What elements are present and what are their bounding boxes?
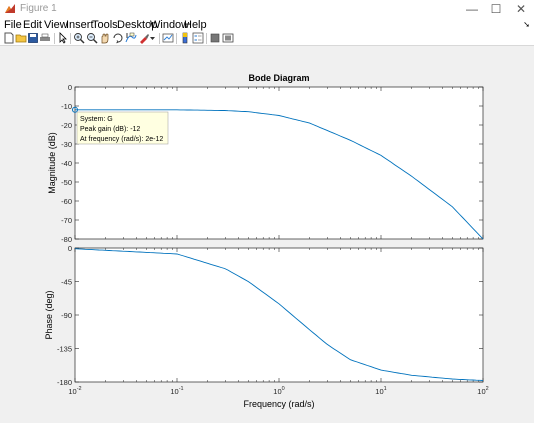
mag-ytick-label: -30: [61, 140, 72, 149]
brush-icon[interactable]: [138, 32, 150, 44]
window-title: Figure 1: [20, 3, 57, 14]
mag-ytick-label: -60: [61, 197, 72, 206]
phase-ticks: 0 -45 -90 -135 -180: [57, 244, 484, 387]
mag-ytick-label: -40: [61, 159, 72, 168]
xtick-label: 101: [375, 386, 386, 396]
toolbar-separator: [54, 33, 55, 44]
menu-window[interactable]: Window: [150, 19, 190, 31]
rotate-3d-icon[interactable]: [112, 32, 124, 44]
xtick-label: 102: [477, 386, 488, 396]
frequency-xlabel: Frequency (rad/s): [243, 399, 314, 409]
x-ticks: 10-2 10-1 100 101 102: [68, 386, 488, 396]
data-tip-box: [76, 111, 169, 145]
menu-edit[interactable]: Edit: [23, 19, 42, 31]
save-icon[interactable]: [27, 32, 39, 44]
mag-ytick-label: -80: [61, 235, 72, 244]
data-cursor-icon[interactable]: [125, 32, 137, 44]
data-tip-peak-gain: Peak gain (dB): -12: [80, 126, 140, 133]
maximize-button[interactable]: ☐: [490, 2, 502, 16]
matlab-figure-icon: [5, 4, 15, 13]
xtick-label: 100: [273, 386, 284, 396]
window-title-bar: Figure 1 — ☐ ✕: [0, 0, 534, 18]
figure-toolbar: [0, 32, 534, 46]
chart-title: Bode Diagram: [248, 73, 309, 83]
xtick-label: 10-1: [170, 386, 183, 396]
mag-ytick-label: -10: [61, 102, 72, 111]
print-icon[interactable]: [39, 32, 51, 44]
insert-legend-icon[interactable]: [192, 32, 204, 44]
data-tip-marker[interactable]: [72, 106, 78, 113]
toolbar-separator: [206, 33, 207, 44]
phase-ytick-label: -135: [57, 345, 72, 354]
toolbar-separator: [70, 33, 71, 44]
minimize-button[interactable]: —: [466, 2, 478, 16]
hide-plot-tools-icon[interactable]: [209, 32, 221, 44]
link-plot-icon[interactable]: [162, 32, 174, 44]
edit-plot-arrow-icon[interactable]: [57, 32, 69, 44]
phase-ylabel: Phase (deg): [44, 290, 54, 339]
figure-canvas: Bode Diagram Magnitude (dB) Phase (deg) …: [0, 47, 534, 423]
mag-ytick-label: -70: [61, 216, 72, 225]
show-plot-tools-icon[interactable]: [222, 32, 234, 44]
phase-ytick-label: -180: [57, 378, 72, 387]
mag-ytick-label: -20: [61, 121, 72, 130]
menu-view[interactable]: View: [44, 19, 68, 31]
close-button[interactable]: ✕: [515, 2, 527, 16]
phase-ytick-label: 0: [68, 244, 72, 253]
zoom-out-icon[interactable]: [86, 32, 98, 44]
toolbar-separator: [159, 33, 160, 44]
mag-ytick-label: -50: [61, 178, 72, 187]
open-file-icon[interactable]: [15, 32, 27, 44]
bode-plot-svg: Bode Diagram Magnitude (dB) Phase (deg) …: [44, 73, 489, 409]
data-tip[interactable]: System: G Peak gain (dB): -12 At frequen…: [72, 106, 169, 145]
new-figure-icon[interactable]: [3, 32, 15, 44]
data-tip-system: System: G: [80, 116, 113, 123]
phase-ytick-label: -45: [61, 278, 72, 287]
data-tip-frequency: At frequency (rad/s): 2e-12: [80, 136, 163, 143]
magnitude-ticks: 0 -10 -20 -30 -40 -50 -60 -70 -80: [61, 83, 484, 244]
phase-ytick-label: -90: [61, 311, 72, 320]
phase-series-line[interactable]: [74, 248, 484, 381]
xtick-label: 10-2: [68, 386, 81, 396]
menu-overflow-arrow-icon[interactable]: ➘: [523, 20, 530, 29]
toolbar-separator: [176, 33, 177, 44]
magnitude-ylabel: Magnitude (dB): [47, 132, 57, 194]
magnitude-series-line[interactable]: [75, 109, 484, 240]
menu-help[interactable]: Help: [184, 19, 207, 31]
zoom-in-icon[interactable]: [73, 32, 85, 44]
menu-file[interactable]: File: [4, 19, 22, 31]
menu-bar: File Edit View Insert Tools Desktop Wind…: [0, 18, 534, 32]
phase-axes[interactable]: [74, 247, 484, 383]
mag-ytick-label: 0: [68, 83, 72, 92]
pan-icon[interactable]: [99, 32, 111, 44]
menu-desktop[interactable]: Desktop: [117, 19, 158, 31]
brush-dropdown-icon[interactable]: [149, 32, 156, 44]
menu-tools[interactable]: Tools: [92, 19, 118, 31]
menu-insert[interactable]: Insert: [66, 19, 94, 31]
insert-colorbar-icon[interactable]: [179, 32, 191, 44]
